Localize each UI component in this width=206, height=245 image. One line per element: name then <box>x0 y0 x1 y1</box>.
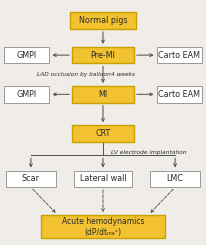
Text: Scar: Scar <box>22 174 40 183</box>
Text: GMPI: GMPI <box>17 51 37 60</box>
Text: Acute hemodynamics
(dP/dtₘₐˣ): Acute hemodynamics (dP/dtₘₐˣ) <box>62 217 144 237</box>
Text: LV electrode implantation: LV electrode implantation <box>111 150 187 155</box>
FancyBboxPatch shape <box>157 47 202 63</box>
Text: CRT: CRT <box>95 129 111 138</box>
Text: LMC: LMC <box>167 174 184 183</box>
Text: LAD occlusion by balloon: LAD occlusion by balloon <box>37 72 111 77</box>
FancyBboxPatch shape <box>72 47 134 63</box>
Text: Carto EAM: Carto EAM <box>158 51 200 60</box>
FancyBboxPatch shape <box>72 86 134 103</box>
FancyBboxPatch shape <box>72 125 134 142</box>
FancyBboxPatch shape <box>150 171 200 187</box>
Text: 4 weeks: 4 weeks <box>111 72 135 77</box>
Text: Pre-MI: Pre-MI <box>91 51 115 60</box>
FancyBboxPatch shape <box>41 215 165 238</box>
Text: Lateral wall: Lateral wall <box>80 174 126 183</box>
Text: Normal pigs: Normal pigs <box>79 16 127 25</box>
Text: MI: MI <box>98 90 108 99</box>
Text: GMPI: GMPI <box>17 90 37 99</box>
FancyBboxPatch shape <box>70 12 136 29</box>
FancyBboxPatch shape <box>4 47 49 63</box>
FancyBboxPatch shape <box>4 86 49 103</box>
FancyBboxPatch shape <box>6 171 56 187</box>
FancyBboxPatch shape <box>74 171 132 187</box>
FancyBboxPatch shape <box>157 86 202 103</box>
Text: Carto EAM: Carto EAM <box>158 90 200 99</box>
